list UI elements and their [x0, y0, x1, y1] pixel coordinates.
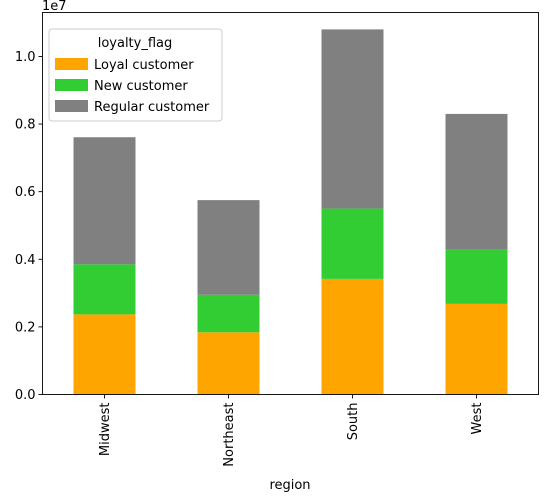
bar-midwest-loyal-customer	[73, 314, 136, 395]
bar-west-new-customer	[445, 249, 508, 304]
legend-label-loyal-customer: Loyal customer	[94, 58, 194, 73]
bar-south-loyal-customer	[321, 278, 384, 395]
x-axis-label: region	[269, 478, 310, 493]
plot-frame	[42, 12, 539, 395]
bars-group	[73, 29, 508, 395]
legend-title: loyalty_flag	[98, 36, 173, 51]
y-tick-label: 0.4	[15, 253, 36, 268]
x-tick-label-northeast: Northeast	[222, 403, 237, 467]
y-offset-text: 1e7	[42, 0, 67, 14]
bar-midwest-new-customer	[73, 264, 136, 315]
legend-items: Loyal customer New customer Regular custom…	[55, 58, 210, 115]
legend-frame	[48, 28, 223, 122]
axes-group	[42, 12, 539, 395]
legend: loyalty_flag Loyal customer New customer R…	[48, 28, 223, 122]
x-axis: Midwest Northeast South West	[98, 394, 485, 467]
bar-northeast-new-customer	[197, 294, 260, 333]
bar-northeast-loyal-customer	[197, 332, 260, 395]
y-axis: 0.0 0.2 0.4 0.6 0.8 1.0	[15, 50, 43, 403]
bar-northeast-regular-customer	[197, 200, 260, 295]
bar-midwest-regular-customer	[73, 137, 136, 265]
x-tick-label-west: West	[470, 403, 485, 435]
x-tick-label-midwest: Midwest	[98, 403, 113, 457]
y-tick-label: 0.6	[15, 185, 36, 200]
y-tick-label: 0.8	[15, 118, 36, 133]
legend-swatch-new-customer	[55, 79, 88, 91]
x-tick-label-south: South	[346, 403, 361, 441]
legend-label-regular-customer: Regular customer	[94, 100, 210, 115]
y-tick-label: 0.2	[15, 320, 36, 335]
legend-swatch-loyal-customer	[55, 58, 88, 70]
bar-south-new-customer	[321, 208, 384, 279]
legend-swatch-regular-customer	[55, 100, 88, 112]
bar-south-regular-customer	[321, 29, 384, 209]
bar-west-loyal-customer	[445, 303, 508, 395]
legend-label-new-customer: New customer	[94, 79, 188, 94]
y-tick-label: 0.0	[15, 388, 36, 403]
bar-west-regular-customer	[445, 113, 508, 250]
y-tick-label: 1.0	[15, 50, 36, 65]
